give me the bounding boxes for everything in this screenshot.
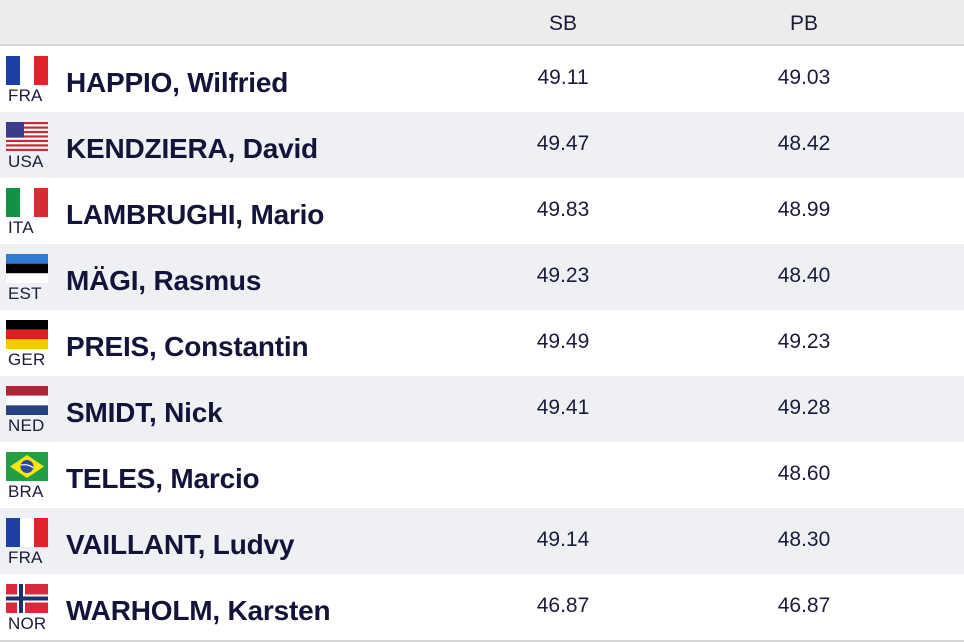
athlete-name[interactable]: WARHOLM, Karsten bbox=[66, 595, 331, 626]
country-cell: USA bbox=[6, 122, 50, 174]
table-row[interactable]: FRA HAPPIO, Wilfried 49.11 49.03 bbox=[0, 46, 964, 112]
country-cell: ITA bbox=[6, 188, 50, 240]
germany-flag-icon bbox=[6, 320, 48, 349]
country-cell: NOR bbox=[6, 584, 50, 636]
country-code: EST bbox=[8, 284, 42, 303]
table-row[interactable]: EST MÄGI, Rasmus 49.23 48.40 bbox=[0, 244, 964, 310]
personal-best: 48.40 bbox=[777, 264, 831, 287]
france-flag-icon bbox=[6, 56, 48, 85]
country-code: NOR bbox=[8, 614, 47, 633]
netherlands-flag-icon bbox=[6, 386, 48, 415]
table-bottom-border bbox=[0, 640, 964, 642]
country-code: NED bbox=[8, 416, 45, 435]
country-code: USA bbox=[8, 152, 44, 171]
athlete-name[interactable]: VAILLANT, Ludvy bbox=[66, 529, 295, 560]
country-code: BRA bbox=[8, 482, 44, 501]
personal-best: 49.28 bbox=[777, 396, 831, 419]
country-code: ITA bbox=[8, 218, 34, 237]
athlete-name[interactable]: LAMBRUGHI, Mario bbox=[66, 199, 325, 230]
athlete-name[interactable]: KENDZIERA, David bbox=[66, 133, 318, 164]
personal-best: 48.60 bbox=[777, 462, 831, 485]
personal-best: 49.03 bbox=[777, 66, 831, 89]
pb-column-header[interactable]: PB bbox=[789, 12, 818, 35]
country-cell: NED bbox=[6, 386, 50, 438]
athlete-name[interactable]: SMIDT, Nick bbox=[66, 397, 223, 428]
season-best: 49.11 bbox=[537, 66, 589, 89]
season-best: 49.14 bbox=[536, 528, 590, 551]
season-best: 46.87 bbox=[536, 594, 590, 617]
country-cell: EST bbox=[6, 254, 50, 306]
athlete-name[interactable]: HAPPIO, Wilfried bbox=[66, 67, 289, 98]
country-cell: BRA bbox=[6, 452, 50, 504]
country-cell: FRA bbox=[6, 518, 50, 570]
country-cell: FRA bbox=[6, 56, 50, 108]
table-row[interactable]: ITA LAMBRUGHI, Mario 49.83 48.99 bbox=[0, 178, 964, 244]
personal-best: 48.99 bbox=[777, 198, 831, 221]
table-row[interactable]: GER PREIS, Constantin 49.49 49.23 bbox=[0, 310, 964, 376]
season-best: 49.47 bbox=[536, 132, 590, 155]
table-row[interactable]: USA KENDZIERA, David 49.47 48.42 bbox=[0, 112, 964, 178]
season-best: 49.83 bbox=[536, 198, 590, 221]
personal-best: 48.30 bbox=[777, 528, 831, 551]
athlete-name[interactable]: PREIS, Constantin bbox=[66, 331, 309, 362]
season-best: 49.49 bbox=[536, 330, 590, 353]
personal-best: 46.87 bbox=[777, 594, 831, 617]
personal-best: 48.42 bbox=[777, 132, 831, 155]
country-code: GER bbox=[8, 350, 46, 369]
table-header: SB PB bbox=[0, 0, 964, 46]
norway-flag-icon bbox=[6, 584, 48, 613]
estonia-flag-icon bbox=[6, 254, 48, 283]
table-row[interactable]: FRA VAILLANT, Ludvy 49.14 48.30 bbox=[0, 508, 964, 574]
country-cell: GER bbox=[6, 320, 50, 372]
france-flag-icon bbox=[6, 518, 48, 547]
italy-flag-icon bbox=[6, 188, 48, 217]
table-row[interactable]: BRA TELES, Marcio 48.60 bbox=[0, 442, 964, 508]
season-best: 49.23 bbox=[536, 264, 590, 287]
season-best: 49.41 bbox=[536, 396, 590, 419]
table-row[interactable]: NED SMIDT, Nick 49.41 49.28 bbox=[0, 376, 964, 442]
personal-best: 49.23 bbox=[777, 330, 831, 353]
sb-column-header[interactable]: SB bbox=[548, 12, 577, 35]
table-row[interactable]: NOR WARHOLM, Karsten 46.87 46.87 bbox=[0, 574, 964, 640]
usa-flag-icon bbox=[6, 122, 48, 151]
country-code: FRA bbox=[8, 548, 43, 567]
athlete-name[interactable]: MÄGI, Rasmus bbox=[66, 265, 262, 296]
country-code: FRA bbox=[8, 86, 43, 105]
brazil-flag-icon bbox=[6, 452, 48, 481]
athlete-name[interactable]: TELES, Marcio bbox=[66, 463, 260, 494]
